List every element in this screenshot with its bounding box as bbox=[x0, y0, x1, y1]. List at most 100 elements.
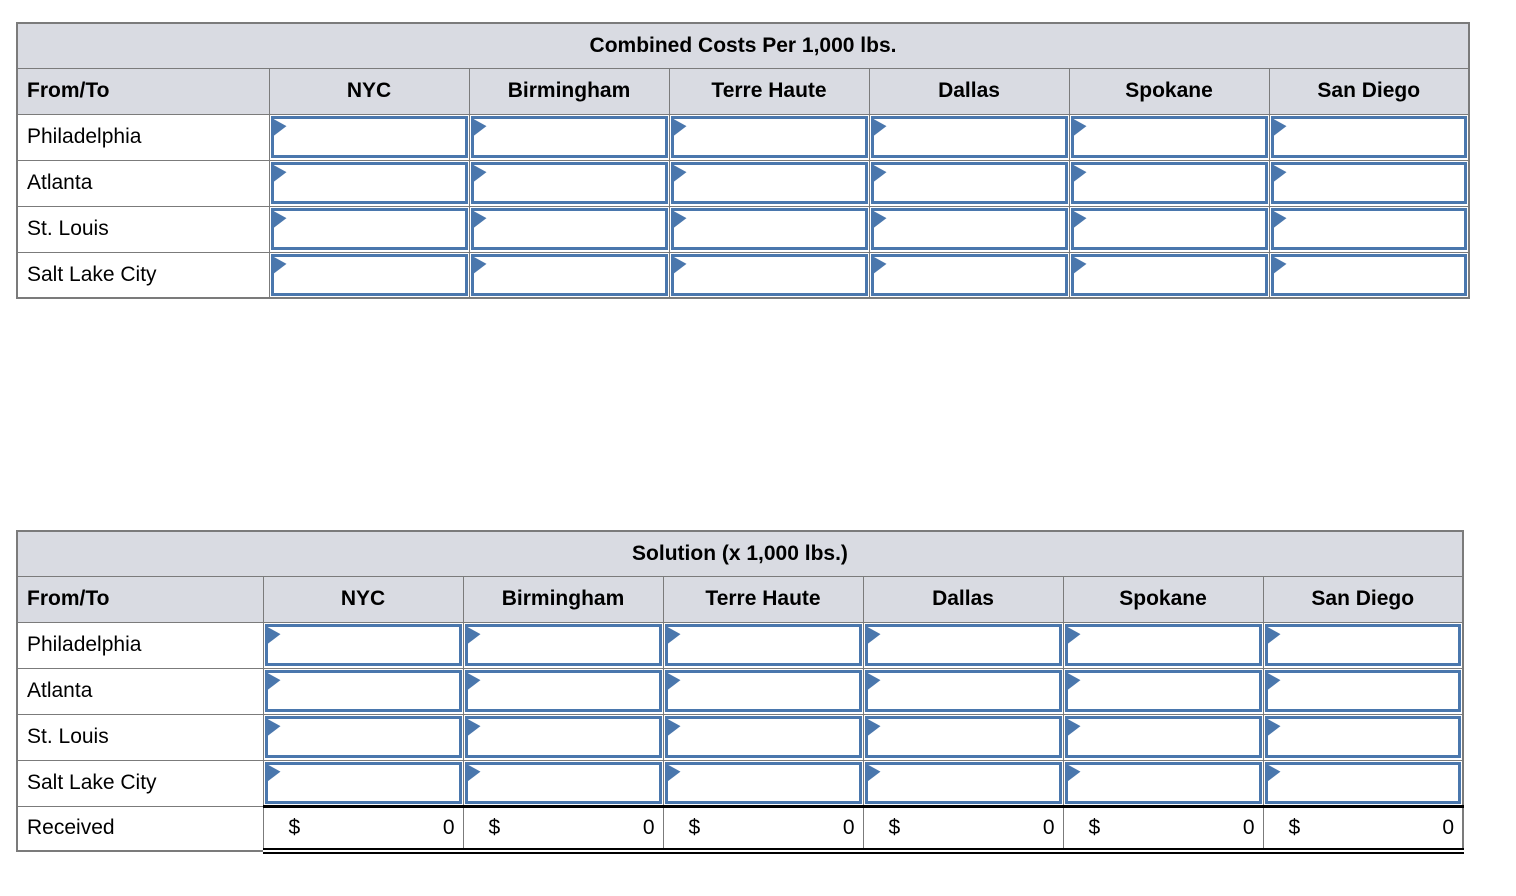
cell-marker-icon bbox=[1073, 119, 1087, 136]
shipment-input[interactable] bbox=[1264, 624, 1461, 666]
shipment-cell bbox=[662, 667, 864, 715]
cost-input[interactable] bbox=[1070, 116, 1268, 158]
cost-input[interactable] bbox=[470, 116, 668, 158]
cost-input[interactable] bbox=[1270, 116, 1467, 158]
shipment-input[interactable] bbox=[464, 624, 662, 666]
cell-marker-icon bbox=[873, 211, 887, 228]
cell-marker-icon bbox=[267, 627, 281, 644]
cost-input[interactable] bbox=[870, 208, 1068, 250]
shipment-input[interactable] bbox=[264, 716, 462, 758]
shipment-input[interactable] bbox=[1264, 761, 1461, 804]
cost-input[interactable] bbox=[1070, 208, 1268, 250]
cost-input[interactable] bbox=[470, 253, 668, 296]
shipment-input[interactable] bbox=[664, 716, 862, 758]
cost-input[interactable] bbox=[1270, 162, 1467, 204]
received-total-cell: $ 0 bbox=[1062, 804, 1264, 854]
table-row: Salt Lake City bbox=[16, 759, 1464, 807]
combined-costs-table: Combined Costs Per 1,000 lbs. From/To NYC… bbox=[16, 22, 1470, 299]
received-value: 0 bbox=[642, 815, 655, 839]
shipment-cell bbox=[862, 667, 1064, 715]
cost-input[interactable] bbox=[670, 116, 868, 158]
cell-marker-icon bbox=[267, 719, 281, 736]
table-row: Philadelphia bbox=[16, 621, 1464, 669]
shipment-input[interactable] bbox=[264, 761, 462, 804]
shipment-input[interactable] bbox=[1264, 716, 1461, 758]
cost-input[interactable] bbox=[270, 253, 468, 296]
cost-cell bbox=[468, 159, 670, 207]
cost-input[interactable] bbox=[470, 208, 668, 250]
currency-symbol: $ bbox=[1288, 815, 1301, 839]
row-label: Salt Lake City bbox=[16, 759, 264, 807]
cost-input[interactable] bbox=[1070, 253, 1268, 296]
cost-cell bbox=[468, 113, 670, 161]
cost-input[interactable] bbox=[670, 162, 868, 204]
shipment-input[interactable] bbox=[464, 716, 662, 758]
shipment-input[interactable] bbox=[1064, 670, 1262, 712]
cost-input[interactable] bbox=[270, 116, 468, 158]
shipment-input[interactable] bbox=[1064, 624, 1262, 666]
row-label: Philadelphia bbox=[16, 621, 264, 669]
shipment-input[interactable] bbox=[864, 624, 1062, 666]
cost-input[interactable] bbox=[670, 208, 868, 250]
cost-input[interactable] bbox=[870, 253, 1068, 296]
cost-input[interactable] bbox=[270, 208, 468, 250]
shipment-input[interactable] bbox=[264, 670, 462, 712]
cell-marker-icon bbox=[1273, 119, 1287, 136]
currency-symbol: $ bbox=[288, 815, 301, 839]
cell-marker-icon bbox=[273, 165, 287, 182]
shipment-cell bbox=[262, 759, 464, 807]
received-value: 0 bbox=[842, 815, 855, 839]
table-row: Atlanta bbox=[16, 159, 1470, 207]
cost-cell bbox=[1268, 251, 1470, 299]
cell-marker-icon bbox=[467, 719, 481, 736]
shipment-input[interactable] bbox=[464, 670, 662, 712]
shipment-input[interactable] bbox=[264, 624, 462, 666]
cell-marker-icon bbox=[873, 165, 887, 182]
shipment-input[interactable] bbox=[864, 670, 1062, 712]
cell-marker-icon bbox=[1267, 627, 1281, 644]
cost-input[interactable] bbox=[270, 162, 468, 204]
shipment-cell bbox=[1262, 621, 1464, 669]
shipment-cell bbox=[662, 759, 864, 807]
shipment-cell bbox=[262, 667, 464, 715]
column-header: Dallas bbox=[862, 575, 1064, 623]
shipment-input[interactable] bbox=[1064, 761, 1262, 804]
shipment-input[interactable] bbox=[1264, 670, 1461, 712]
cell-marker-icon bbox=[667, 719, 681, 736]
cell-marker-icon bbox=[467, 764, 481, 782]
shipment-cell bbox=[262, 713, 464, 761]
cell-marker-icon bbox=[467, 673, 481, 690]
shipment-input[interactable] bbox=[664, 761, 862, 804]
shipment-input[interactable] bbox=[864, 716, 1062, 758]
shipment-input[interactable] bbox=[664, 670, 862, 712]
column-header: Spokane bbox=[1062, 575, 1264, 623]
cost-cell bbox=[268, 251, 470, 299]
column-header: From/To bbox=[16, 575, 264, 623]
cell-marker-icon bbox=[873, 119, 887, 136]
cost-input[interactable] bbox=[870, 162, 1068, 204]
received-value: 0 bbox=[1442, 815, 1454, 839]
shipment-cell bbox=[1262, 667, 1464, 715]
shipment-input[interactable] bbox=[664, 624, 862, 666]
table-row: Atlanta bbox=[16, 667, 1464, 715]
cost-input[interactable] bbox=[870, 116, 1068, 158]
cell-marker-icon bbox=[867, 627, 881, 644]
currency-symbol: $ bbox=[488, 815, 501, 839]
cost-input[interactable] bbox=[1270, 253, 1467, 296]
cell-marker-icon bbox=[267, 673, 281, 690]
shipment-input[interactable] bbox=[1064, 716, 1262, 758]
cell-marker-icon bbox=[1273, 211, 1287, 228]
cost-input[interactable] bbox=[670, 253, 868, 296]
cost-input[interactable] bbox=[1070, 162, 1268, 204]
cost-input[interactable] bbox=[470, 162, 668, 204]
cost-cell bbox=[668, 113, 870, 161]
shipment-cell bbox=[462, 713, 664, 761]
solution-table: Solution (x 1,000 lbs.) From/To NYC Birmin… bbox=[16, 530, 1464, 854]
row-label: Salt Lake City bbox=[16, 251, 270, 299]
shipment-cell bbox=[862, 713, 1064, 761]
shipment-input[interactable] bbox=[464, 761, 662, 804]
cell-marker-icon bbox=[673, 256, 687, 274]
cost-input[interactable] bbox=[1270, 208, 1467, 250]
shipment-input[interactable] bbox=[864, 761, 1062, 804]
